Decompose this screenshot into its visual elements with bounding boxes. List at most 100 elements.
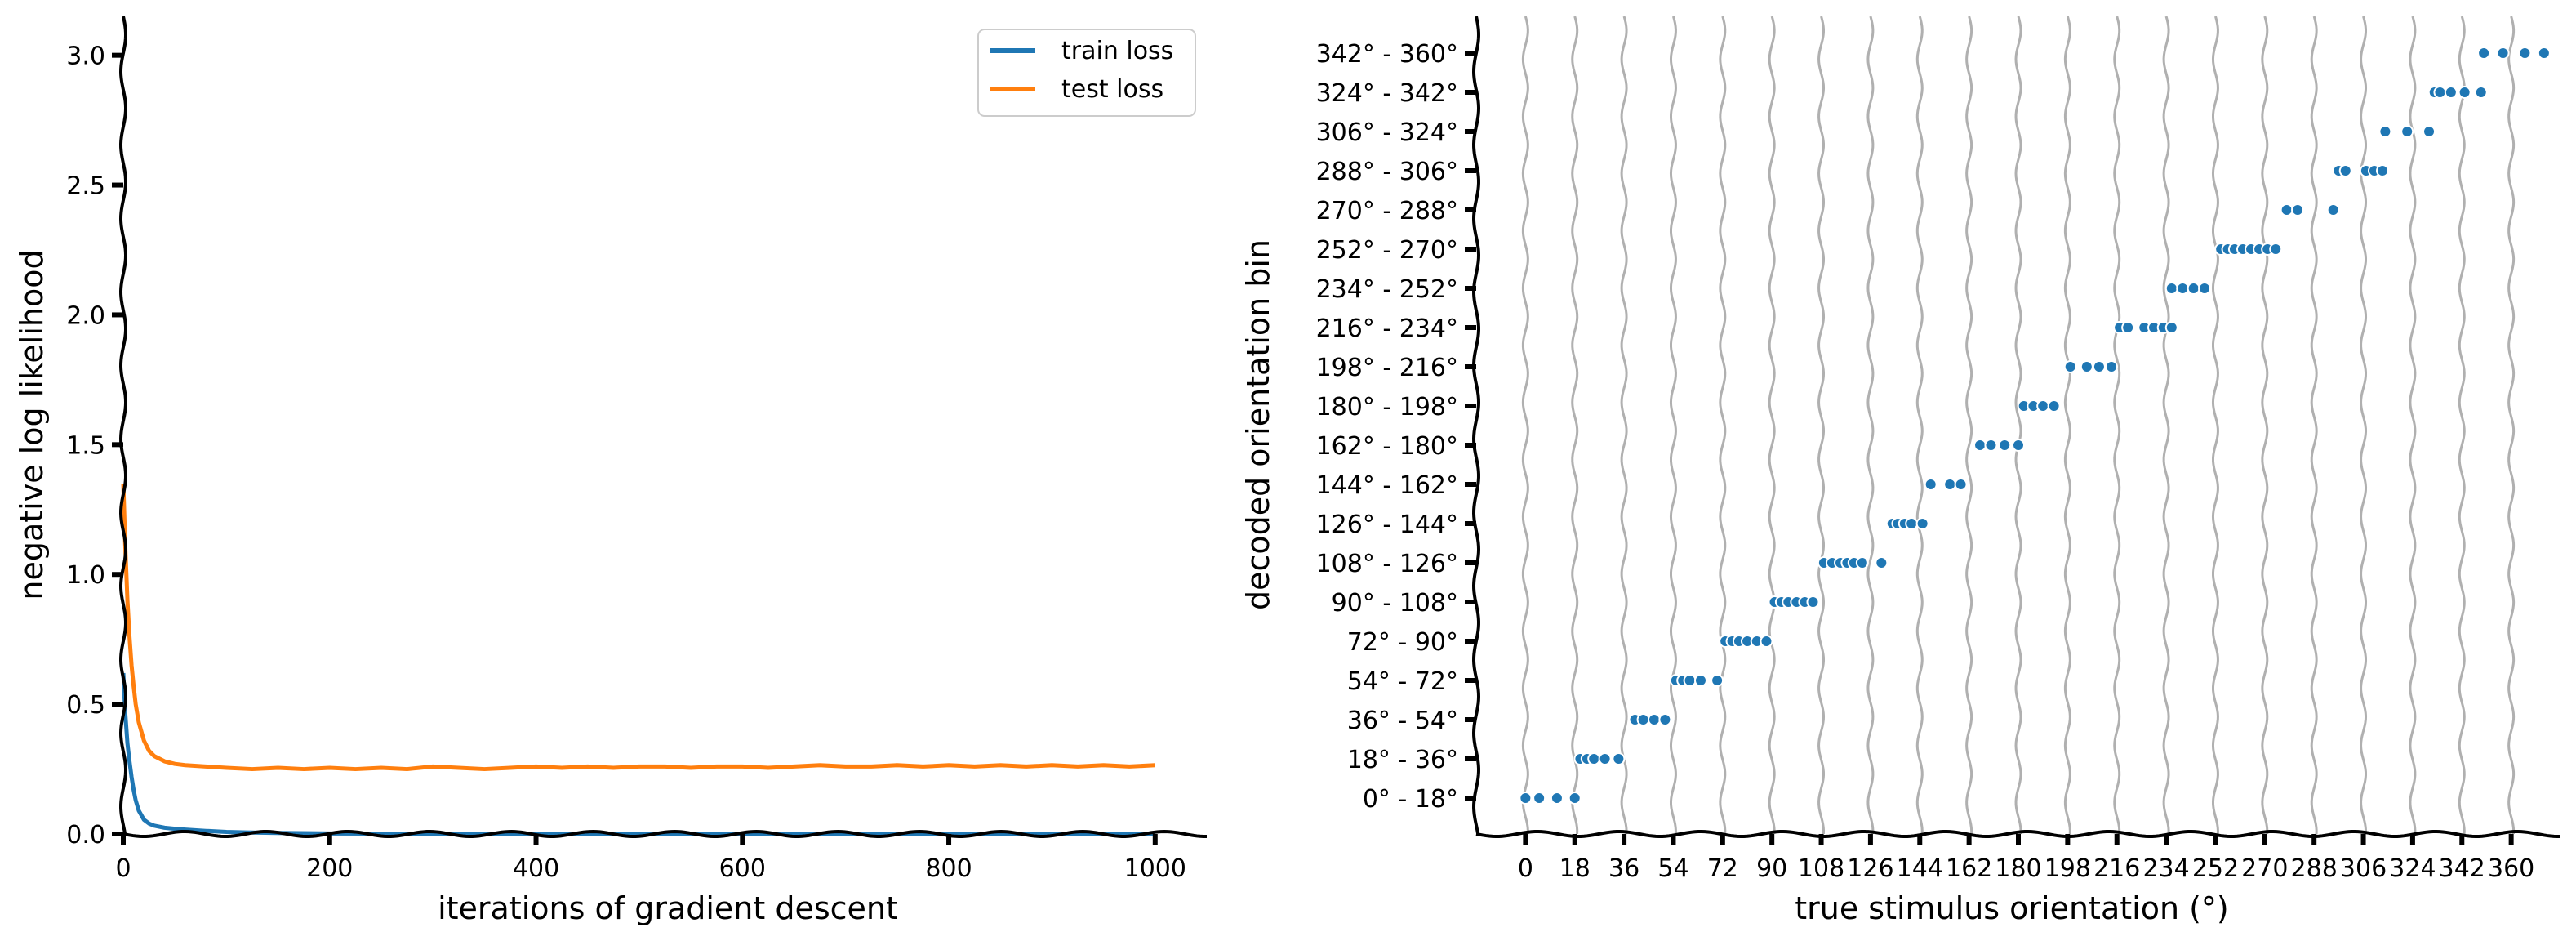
bin-boundary-line <box>2360 16 2368 835</box>
data-point <box>1711 674 1724 687</box>
y-tick-label: 1.5 <box>66 431 105 460</box>
data-point <box>2269 243 2283 256</box>
bin-boundary-line <box>2063 16 2071 835</box>
x-tick-label: 0 <box>1518 854 1533 883</box>
bin-boundary-line <box>1620 16 1628 835</box>
x-axis-label: iterations of gradient descent <box>438 890 898 926</box>
bin-boundary-line <box>2261 16 2269 835</box>
bin-boundary-line <box>2409 16 2417 835</box>
y-tick-label: 54° - 72° <box>1347 667 1458 696</box>
x-tick-label: 90 <box>1756 854 1787 883</box>
bin-boundary-line <box>2507 16 2516 835</box>
data-point <box>2338 164 2352 177</box>
data-point <box>2518 47 2532 60</box>
data-point <box>2291 203 2305 216</box>
data-point <box>2458 86 2471 99</box>
data-point <box>2474 86 2488 99</box>
data-point <box>2036 399 2050 413</box>
y-tick-label: 324° - 342° <box>1316 79 1458 108</box>
data-point <box>1943 478 1957 491</box>
y-tick-label: 36° - 54° <box>1347 707 1458 735</box>
data-point <box>2092 360 2106 373</box>
data-point <box>2063 360 2077 373</box>
x-ticks: 0 18 36 54 72 90 108 126 144 162 180 198 216 234 252 27… <box>1518 834 2534 883</box>
y-tick-label: 270° - 288° <box>1316 197 1458 225</box>
x-tick-label: 144 <box>1897 854 1943 883</box>
data-point <box>1683 674 1697 687</box>
y-axis-label: decoded orientation bin <box>1240 239 1276 610</box>
y-tick-label: 1.0 <box>66 561 105 590</box>
y-tick-label: 144° - 162° <box>1316 471 1458 500</box>
data-point <box>2164 321 2178 334</box>
bin-boundary-line <box>1915 16 1924 835</box>
y-axis-spine <box>1471 16 1481 835</box>
x-tick-label: 216 <box>2093 854 2140 883</box>
bin-boundary-line <box>2014 16 2022 835</box>
data-point <box>1984 439 1998 452</box>
data-point <box>1636 713 1650 726</box>
bin-boundary-line <box>1817 16 1826 835</box>
x-tick-label: 162 <box>1946 854 1992 883</box>
data-point <box>2176 282 2190 295</box>
decoding-chart: 0° - 18° 18° - 36° 36° - 54° 54° - 72° 72° -… <box>1240 16 2561 926</box>
data-point <box>1568 792 1582 805</box>
data-point <box>1598 752 1612 765</box>
bin-boundary-line <box>1768 16 1776 835</box>
data-point <box>1924 478 1938 491</box>
y-tick-label: 180° - 198° <box>1316 393 1458 421</box>
data-point <box>2537 47 2551 60</box>
x-tick-label: 360 <box>2488 854 2534 883</box>
data-point <box>1915 517 1929 530</box>
loss-lines <box>121 483 1155 836</box>
data-point <box>2164 282 2178 295</box>
bin-boundary-line <box>1571 16 1579 835</box>
data-point <box>2326 203 2340 216</box>
x-tick-label: 306 <box>2340 854 2387 883</box>
y-tick-label: 288° - 306° <box>1316 158 1458 186</box>
y-tick-label: 0.5 <box>66 691 105 720</box>
x-tick-label: 600 <box>719 854 766 883</box>
x-axis-spine <box>1475 830 2561 838</box>
data-point <box>2444 86 2458 99</box>
y-ticks: 0.0 0.5 1.0 1.5 2.0 2.5 3.0 <box>66 42 123 850</box>
x-tick-label: 72 <box>1707 854 1738 883</box>
data-point <box>2423 125 2436 138</box>
bin-boundary-lines <box>1521 16 2516 835</box>
data-point <box>1760 635 1773 648</box>
x-tick-label: 18 <box>1559 854 1591 883</box>
data-point <box>2378 125 2392 138</box>
data-point <box>1998 439 2012 452</box>
data-point <box>1647 713 1661 726</box>
x-tick-label: 234 <box>2142 854 2189 883</box>
x-tick-label: 200 <box>306 854 353 883</box>
decoded-points <box>1519 47 2551 805</box>
bin-boundary-line <box>2211 16 2219 835</box>
y-tick-label: 0° - 18° <box>1363 785 1458 814</box>
data-point <box>1954 478 1968 491</box>
x-axis-label: true stimulus orientation (°) <box>1795 890 2229 926</box>
data-point <box>2187 282 2200 295</box>
data-point <box>1612 752 1626 765</box>
x-tick-label: 198 <box>2044 854 2091 883</box>
data-point <box>2047 399 2061 413</box>
data-point <box>1855 556 1869 569</box>
y-axis-spine <box>118 16 128 835</box>
bin-boundary-line <box>2113 16 2121 835</box>
loss-chart: 0.00.51.01.52.02.53.0 0 200 400 600 800 1000 … <box>14 16 1207 926</box>
data-point <box>2376 164 2390 177</box>
y-tick-label: 162° - 180° <box>1316 432 1458 461</box>
series-line-test-loss <box>121 483 1155 772</box>
data-point <box>2496 47 2510 60</box>
y-tick-label: 234° - 252° <box>1316 275 1458 304</box>
bin-boundary-line <box>1521 16 1529 835</box>
bin-boundary-line <box>1719 16 1727 835</box>
x-tick-label: 36 <box>1608 854 1639 883</box>
y-tick-label: 3.0 <box>66 42 105 71</box>
data-point <box>2080 360 2093 373</box>
data-point <box>1587 752 1601 765</box>
y-tick-label: 2.0 <box>66 301 105 330</box>
data-point <box>1519 792 1533 805</box>
data-point <box>1973 439 1987 452</box>
